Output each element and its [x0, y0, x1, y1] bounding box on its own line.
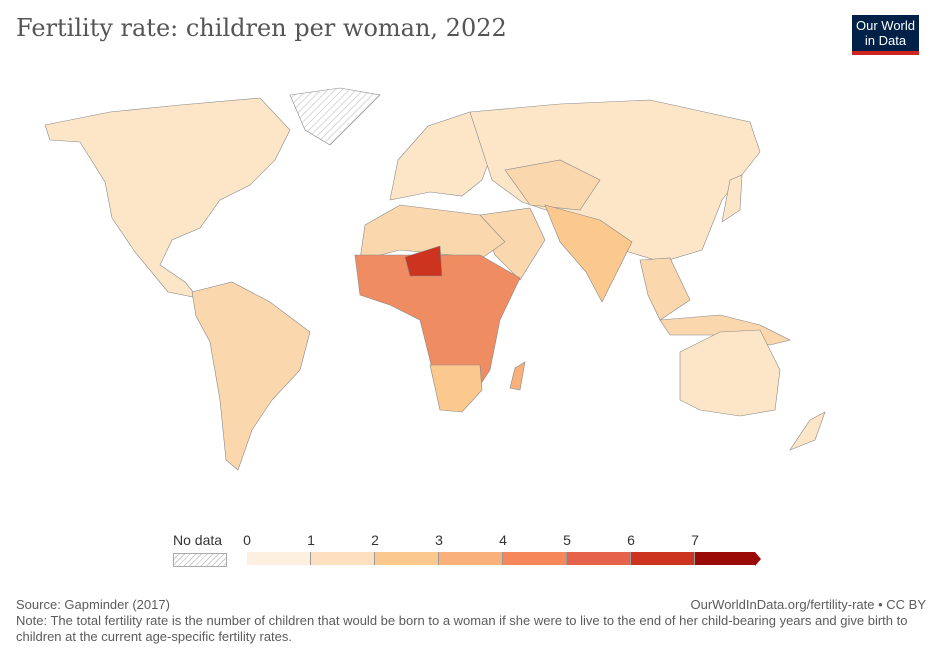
legend-bin-4-5[interactable]	[503, 552, 567, 565]
region-greenland[interactable]	[289, 87, 381, 146]
region-new-zealand[interactable]	[789, 411, 826, 451]
legend-tick: 7	[691, 532, 699, 548]
chart-title: Fertility rate: children per woman, 2022	[16, 14, 507, 42]
region-asia[interactable]	[469, 99, 761, 263]
legend-tick: 2	[371, 532, 379, 548]
legend-tick: 1	[307, 532, 315, 548]
source-text: Source: Gapminder (2017)	[16, 597, 170, 612]
legend-tick: 5	[563, 532, 571, 548]
region-central-asia[interactable]	[504, 159, 601, 211]
region-north-america[interactable]	[44, 97, 291, 299]
legend-no-data-swatch	[173, 553, 227, 567]
footnote: Note: The total fertility rate is the nu…	[16, 613, 908, 644]
region-south-america[interactable]	[191, 281, 311, 471]
source-link[interactable]: OurWorldInData.org/fertility-rate • CC B…	[690, 597, 927, 612]
world-map	[44, 87, 826, 471]
legend-bin-5-6[interactable]	[567, 552, 631, 565]
legend-bin-1-2[interactable]	[311, 552, 375, 565]
legend-bin-2-3[interactable]	[375, 552, 439, 565]
region-niger[interactable]	[404, 245, 443, 277]
legend-bin-7-plus[interactable]	[695, 552, 755, 565]
region-australia[interactable]	[679, 329, 781, 417]
owid-logo[interactable]: Our World in Data	[852, 15, 919, 55]
legend-arrow-icon	[755, 551, 761, 566]
region-southeast-asia[interactable]	[639, 257, 691, 321]
logo-line1: Our World	[856, 18, 915, 33]
legend-bin-6-7[interactable]	[631, 552, 695, 565]
legend-no-data-label: No data	[173, 532, 223, 548]
legend-tick: 0	[243, 532, 251, 548]
region-south-asia[interactable]	[544, 204, 633, 303]
legend-color-bins	[247, 551, 761, 566]
legend-bin-3-4[interactable]	[439, 552, 503, 565]
legend-tick: 4	[499, 532, 507, 548]
legend-tick: 6	[627, 532, 635, 548]
region-madagascar[interactable]	[509, 361, 526, 391]
legend-bin-0-1[interactable]	[247, 552, 311, 565]
legend-tick: 3	[435, 532, 443, 548]
logo-line2: in Data	[864, 33, 907, 48]
region-japan[interactable]	[721, 174, 743, 223]
region-southern-africa[interactable]	[429, 364, 483, 413]
